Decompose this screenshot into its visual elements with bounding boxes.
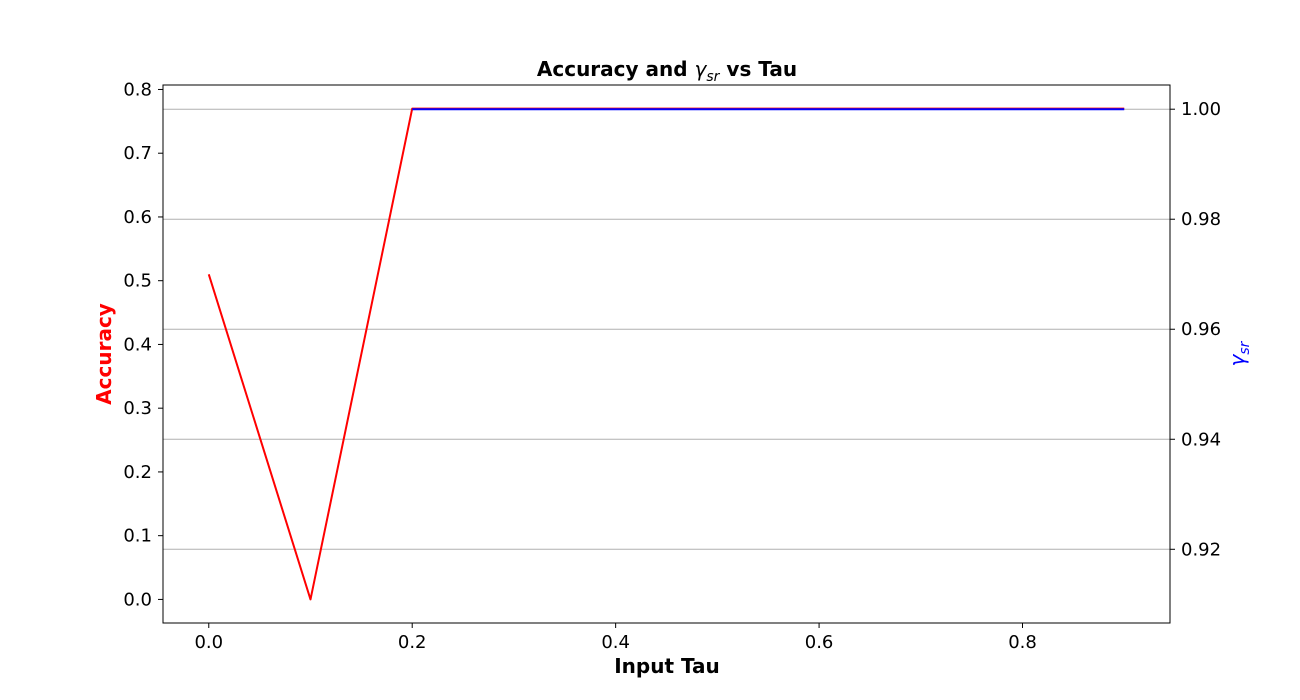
left-y-tick-label: 0.8: [123, 79, 152, 100]
right-y-tick-label: 0.96: [1181, 319, 1221, 340]
plot-frame: [162, 84, 1171, 624]
left-y-tick-label: 0.6: [123, 207, 152, 228]
left-y-axis-ticks: 0.0 0.1 0.2 0.3 0.4 0.5 0.6 0.7 0.8: [123, 79, 163, 610]
right-y-axis-ticks: 0.92 0.94 0.96 0.98 1.00: [1170, 99, 1221, 560]
x-axis-label: Input Tau: [614, 654, 720, 678]
x-tick-label: 0.6: [805, 632, 834, 653]
grid-layer: [163, 108, 1170, 550]
left-y-tick-label: 0.4: [123, 334, 152, 355]
right-y-tick-label: 0.92: [1181, 539, 1221, 560]
left-y-axis-label: Accuracy: [92, 303, 116, 405]
x-tick-label: 0.2: [398, 632, 427, 653]
x-tick-label: 0.8: [1008, 632, 1037, 653]
chart-title: Accuracy and γsr vs Tau: [537, 57, 797, 85]
left-y-tick-label: 0.1: [123, 526, 152, 547]
x-axis-ticks: 0.0 0.2 0.4 0.6 0.8: [194, 623, 1037, 653]
left-y-tick-label: 0.2: [123, 462, 152, 483]
x-tick-label: 0.0: [194, 632, 223, 653]
left-y-tick-label: 0.5: [123, 271, 152, 292]
right-y-tick-label: 0.98: [1181, 209, 1221, 230]
left-y-tick-label: 0.3: [123, 398, 152, 419]
left-y-tick-label: 0.0: [123, 589, 152, 610]
left-y-tick-label: 0.7: [123, 143, 152, 164]
series-layer: [207, 107, 1125, 601]
right-y-tick-label: 0.94: [1181, 429, 1221, 450]
x-tick-label: 0.4: [601, 632, 630, 653]
right-y-tick-label: 1.00: [1181, 99, 1221, 120]
right-y-axis-label: γsr: [1225, 340, 1253, 366]
accuracy-series-line: [207, 107, 1125, 601]
